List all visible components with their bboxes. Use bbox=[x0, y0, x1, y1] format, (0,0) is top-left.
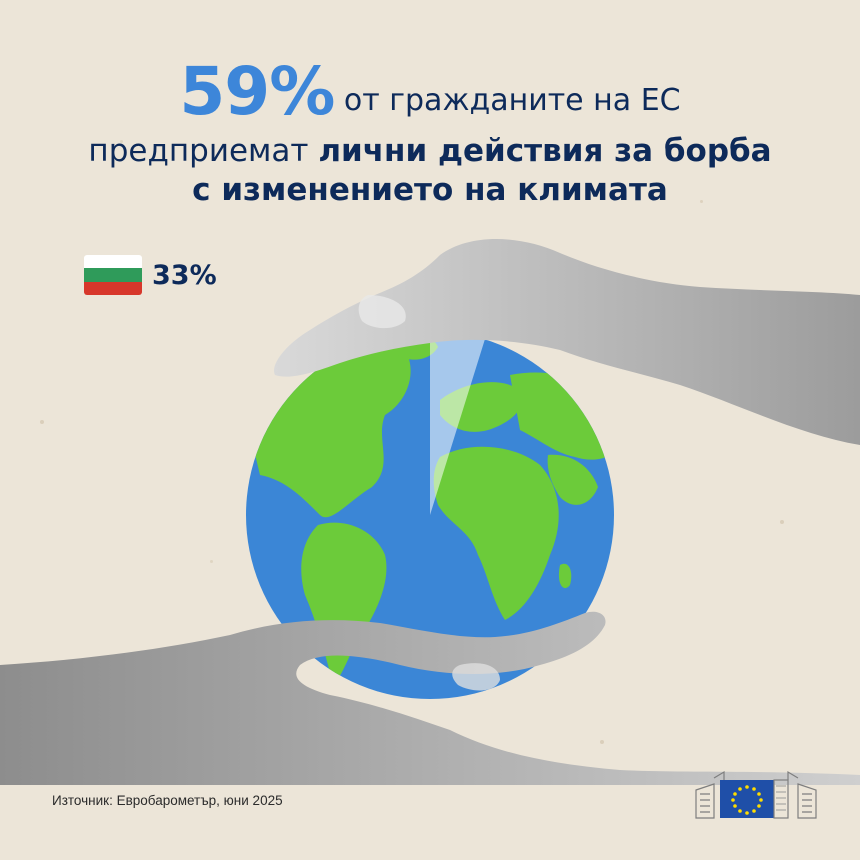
percentage-highlight-wedge bbox=[430, 330, 485, 515]
top-hand bbox=[274, 239, 860, 445]
headline-line-2-bold: лични действия за борба bbox=[318, 133, 772, 170]
eu-percentage: 59% bbox=[179, 53, 335, 130]
headline: 59% от гражданите на ЕС предприемат личн… bbox=[0, 52, 860, 210]
headline-line-1-text: от гражданите на ЕС bbox=[343, 83, 681, 118]
bulgaria-flag-icon bbox=[84, 255, 142, 295]
headline-line-2: предприемат лични действия за борба bbox=[0, 133, 860, 170]
headline-line-1: 59% от гражданите на ЕС bbox=[0, 52, 860, 131]
headline-line-2-plain: предприемат bbox=[88, 133, 309, 170]
paper-speck bbox=[120, 140, 123, 143]
paper-speck bbox=[40, 420, 44, 424]
country-percentage: 33% bbox=[152, 259, 217, 291]
paper-speck bbox=[780, 520, 784, 524]
eu-stars bbox=[731, 785, 763, 815]
bottom-hand bbox=[0, 611, 860, 785]
globe bbox=[246, 330, 614, 699]
paper-speck bbox=[700, 200, 703, 203]
hands-holding-globe-icon bbox=[0, 239, 860, 785]
paper-speck bbox=[600, 740, 604, 744]
country-stat: 33% bbox=[84, 255, 217, 295]
paper-speck bbox=[210, 560, 213, 563]
headline-line-3: с изменението на климата bbox=[192, 172, 668, 209]
source-note: Източник: Евробарометър, юни 2025 bbox=[52, 793, 283, 808]
european-commission-logo-icon bbox=[695, 770, 817, 819]
